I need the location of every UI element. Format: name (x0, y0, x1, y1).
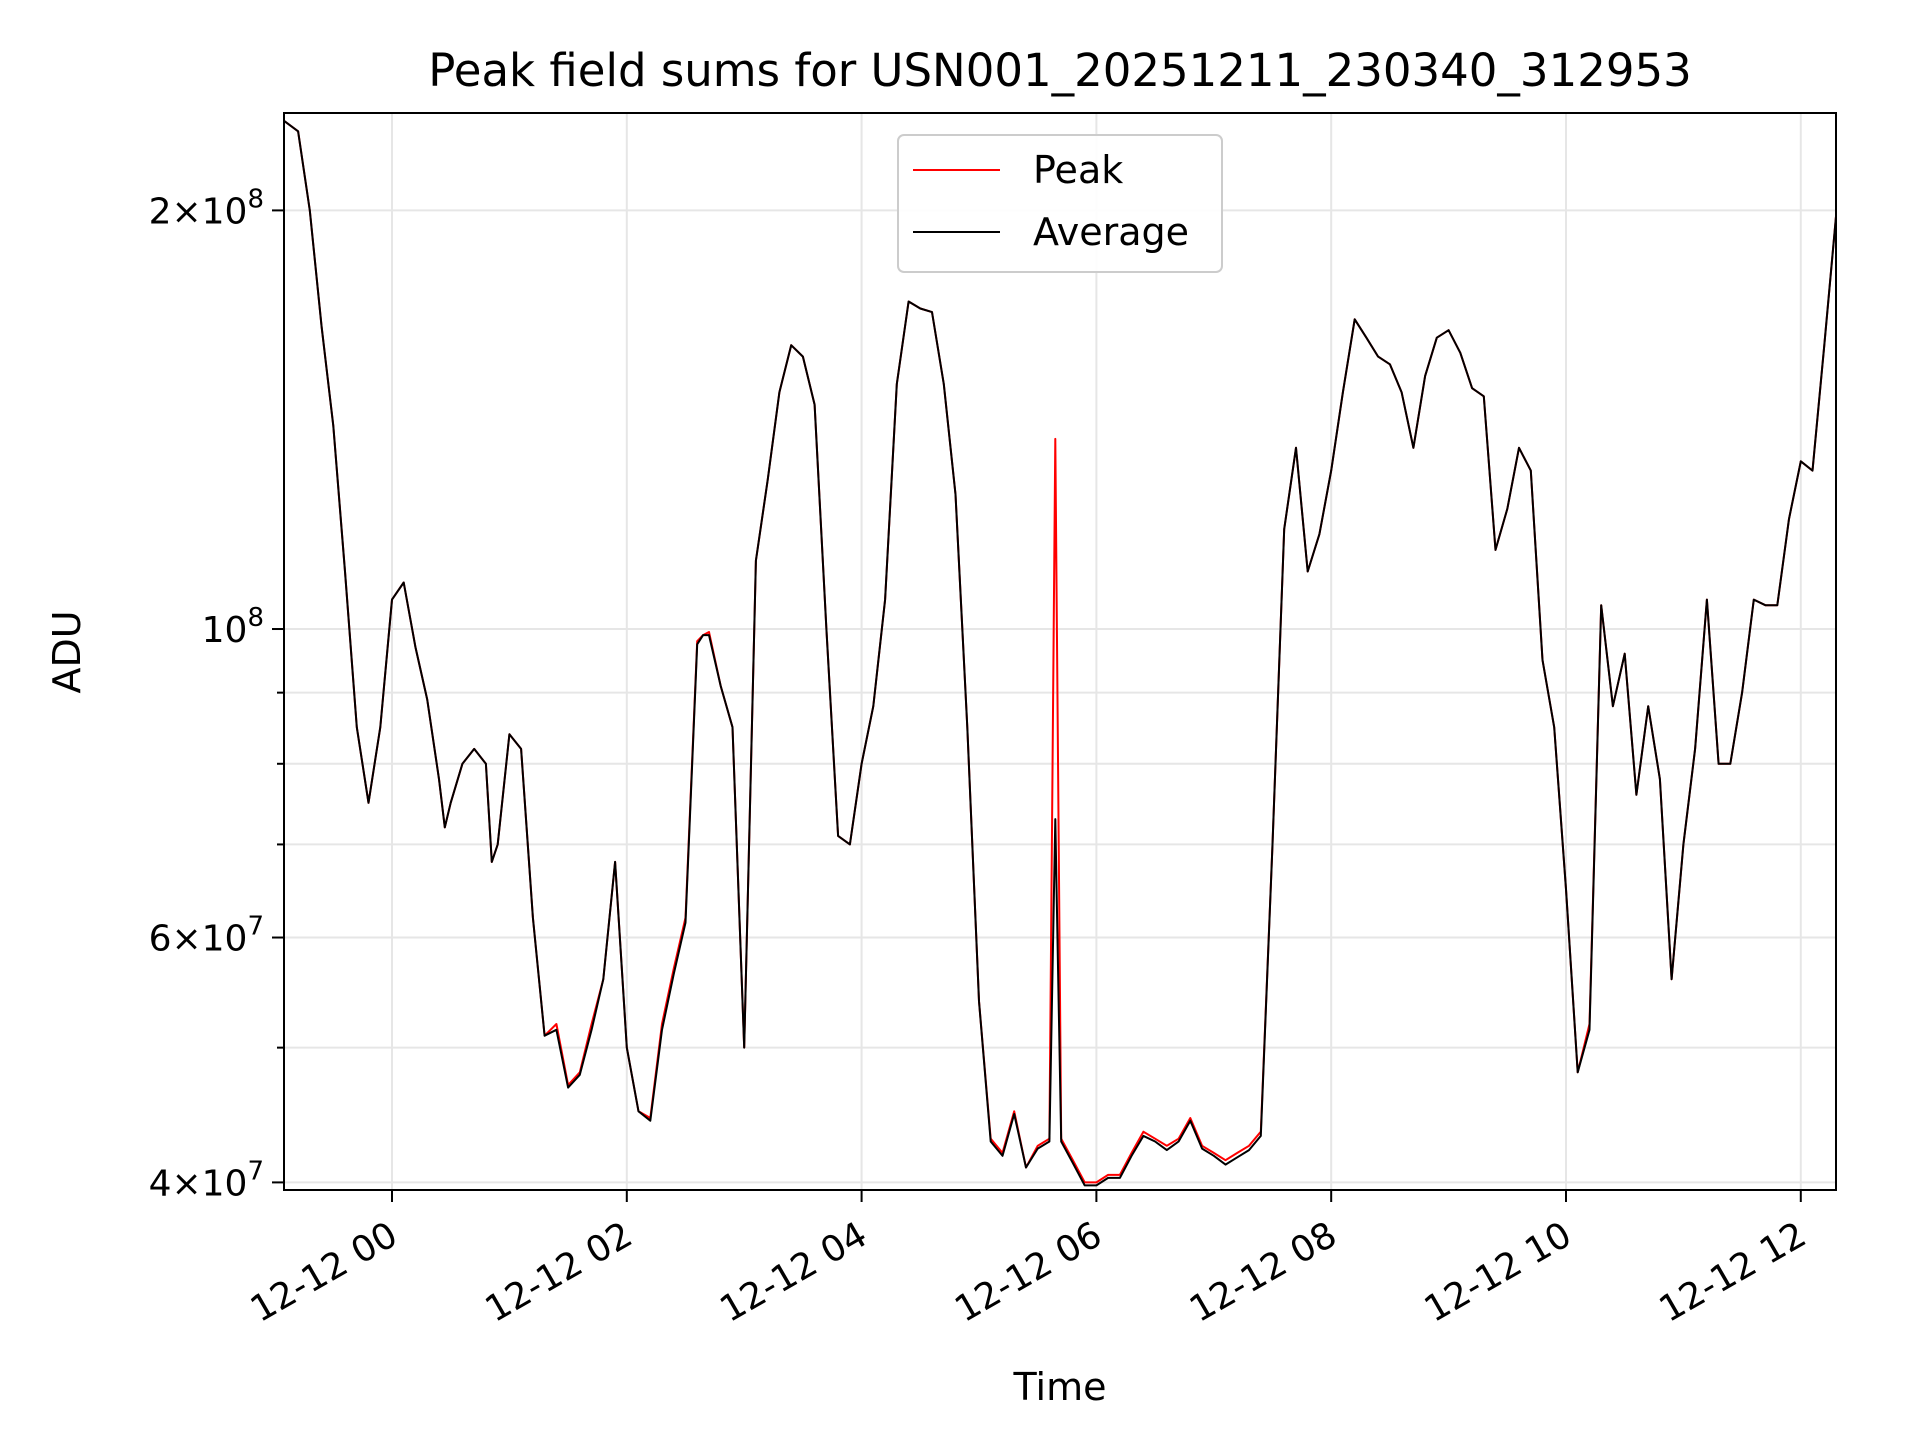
y-tick-label: 108 (202, 603, 264, 651)
legend-label-peak: Peak (1033, 148, 1123, 192)
legend-label-average: Average (1033, 210, 1189, 254)
y-tick-label: 4×107 (149, 1156, 264, 1204)
y-tick-label: 6×107 (149, 912, 264, 960)
series-layer (283, 119, 1837, 1187)
series-line-average (283, 119, 1837, 1187)
chart-title: Peak field sums for USN001_20251211_2303… (428, 44, 1691, 97)
legend: Peak Average (897, 134, 1223, 273)
plot-frame (283, 112, 1837, 1191)
y-tick-label: 2×108 (149, 184, 264, 232)
y-axis-label: ADU (45, 610, 89, 693)
x-axis-label: Time (1013, 1365, 1107, 1409)
y-axis: 4×107 6×107 108 2×108 (149, 184, 284, 1204)
